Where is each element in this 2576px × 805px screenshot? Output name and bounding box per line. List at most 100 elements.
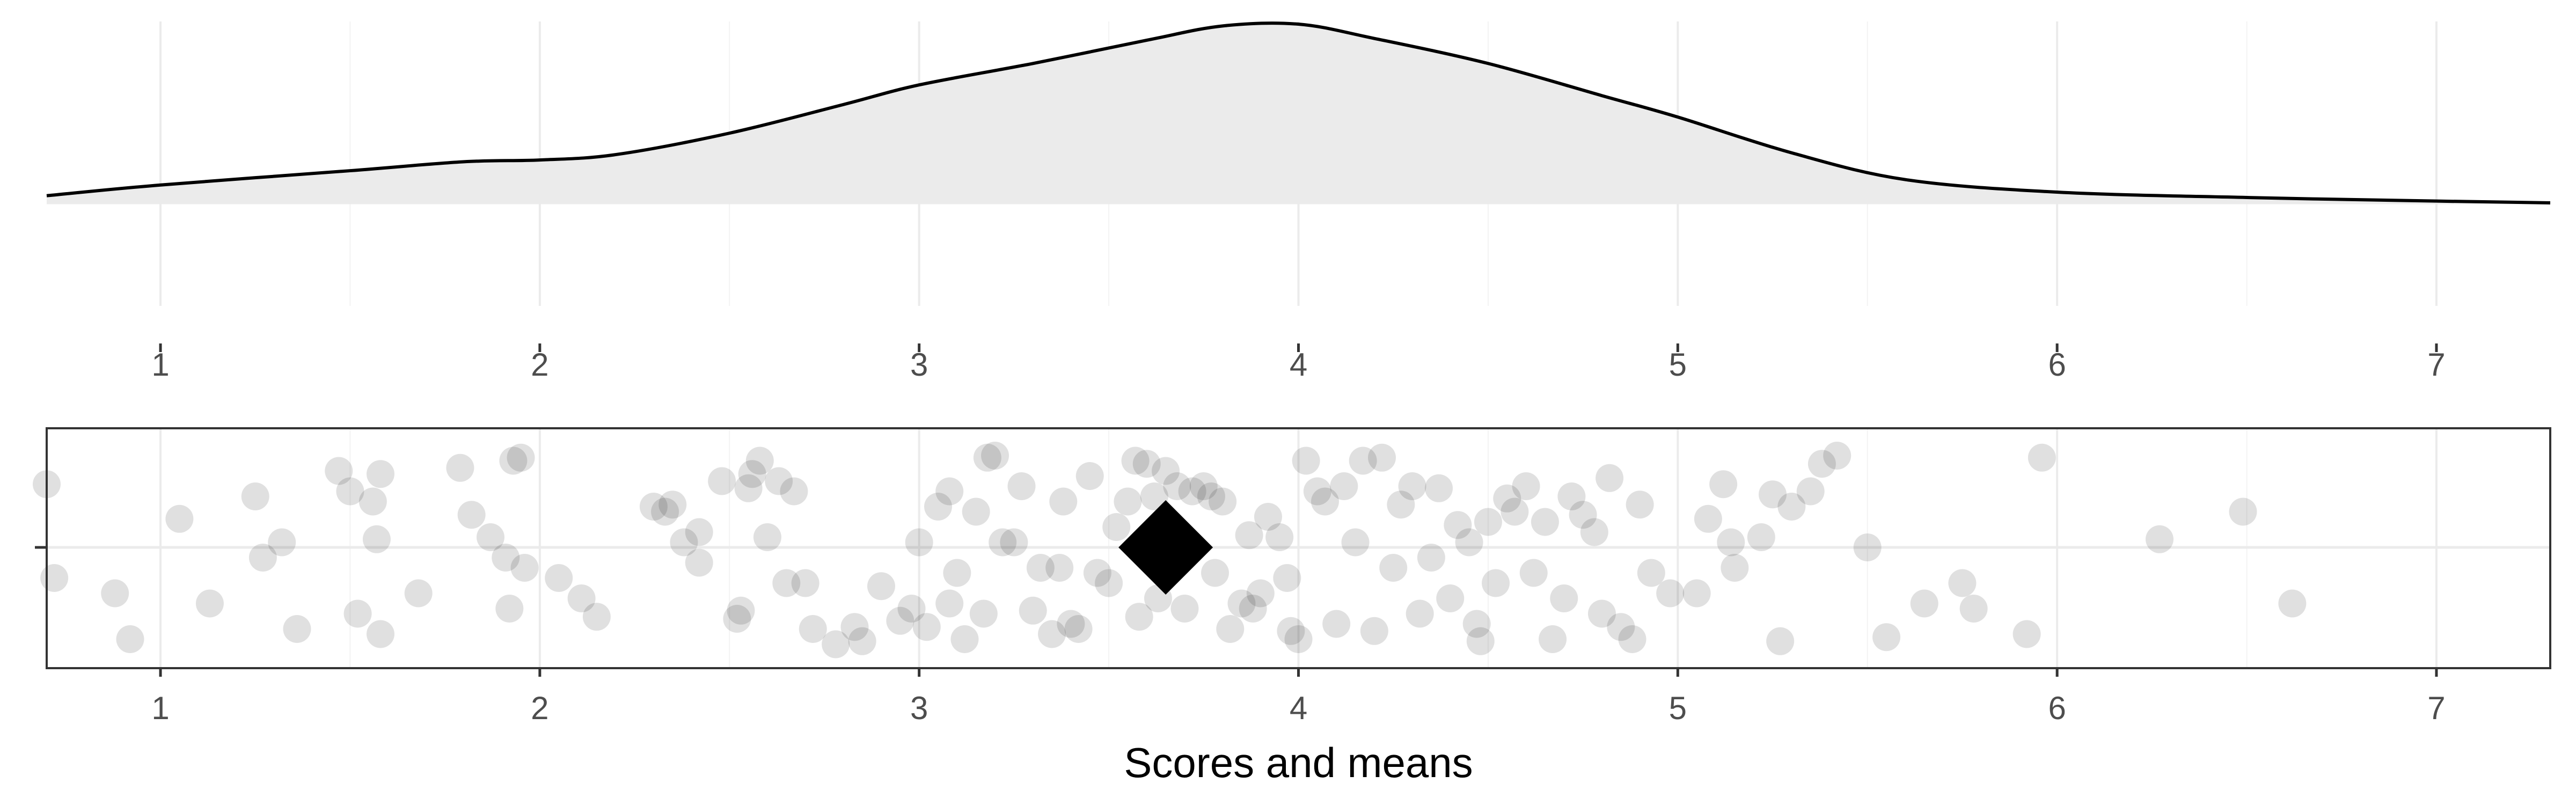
- score-point: [1596, 464, 1624, 492]
- score-point: [1057, 610, 1085, 638]
- score-point: [367, 460, 394, 488]
- score-point: [969, 599, 998, 628]
- density-panel: 1 2 3 4 5 6 7: [46, 21, 2551, 383]
- mean-diamond-marker: [1118, 500, 1213, 595]
- score-point: [1796, 477, 1825, 506]
- score-point: [1766, 627, 1795, 655]
- score-point: [1462, 610, 1491, 638]
- score-point: [1580, 518, 1608, 546]
- score-point: [1959, 595, 1988, 623]
- score-point: [935, 589, 964, 618]
- score-point: [1721, 554, 1749, 582]
- score-point: [1083, 559, 1111, 587]
- score-point: [1273, 564, 1301, 592]
- score-point: [1019, 596, 1047, 625]
- jitter-panel: 1 2 3 4 5 6 7: [33, 427, 2551, 726]
- x-tick-label: 5: [1669, 690, 1687, 726]
- x-tick-label: 2: [531, 690, 548, 726]
- score-point: [1239, 595, 1267, 623]
- score-point: [367, 620, 394, 648]
- x-tick-label: 6: [2048, 347, 2066, 383]
- score-point: [2145, 525, 2174, 553]
- score-point: [567, 584, 596, 612]
- score-point: [973, 443, 1001, 472]
- score-point: [2278, 589, 2307, 618]
- score-point: [283, 615, 311, 643]
- score-point: [1170, 595, 1199, 623]
- score-point: [1872, 623, 1901, 652]
- score-point: [1265, 523, 1294, 551]
- score-point: [685, 548, 713, 577]
- score-point: [1322, 610, 1351, 638]
- score-point: [1311, 487, 1339, 516]
- score-point: [1455, 528, 1483, 557]
- score-point: [1132, 450, 1161, 478]
- score-point: [241, 482, 269, 510]
- score-point: [1607, 613, 1635, 641]
- score-point: [1519, 559, 1548, 587]
- score-point: [1000, 528, 1028, 557]
- score-point: [822, 630, 850, 658]
- score-point: [1140, 482, 1168, 510]
- score-point: [1125, 603, 1153, 631]
- score-point: [1026, 554, 1055, 582]
- score-point: [116, 625, 144, 653]
- score-point: [1038, 620, 1066, 648]
- score-point: [651, 497, 679, 526]
- score-point: [1209, 487, 1237, 516]
- density-curve: [46, 21, 2551, 204]
- score-point: [101, 579, 129, 608]
- score-point: [772, 569, 801, 597]
- jitter-points: [33, 442, 2307, 658]
- score-point: [358, 487, 387, 516]
- score-point: [1277, 617, 1305, 645]
- score-point: [1637, 559, 1665, 587]
- score-point: [1368, 443, 1396, 472]
- score-point: [1341, 528, 1370, 557]
- score-point: [495, 595, 524, 623]
- score-point: [1493, 484, 1521, 513]
- score-point: [1064, 615, 1093, 643]
- score-point: [734, 474, 763, 502]
- score-point: [1387, 491, 1415, 519]
- score-point: [362, 525, 391, 553]
- score-point: [1618, 625, 1646, 653]
- score-point: [2012, 620, 2041, 648]
- score-point: [935, 477, 964, 506]
- score-point: [780, 477, 808, 506]
- score-point: [1216, 615, 1245, 643]
- score-point: [1114, 487, 1142, 516]
- score-point: [1406, 599, 1434, 628]
- score-point: [1709, 470, 1738, 499]
- score-point: [545, 564, 573, 592]
- score-point: [499, 447, 528, 475]
- score-point: [1227, 589, 1256, 618]
- x-tick-label: 2: [531, 347, 548, 383]
- score-point: [1682, 579, 1711, 608]
- score-point: [1163, 472, 1191, 500]
- score-point: [507, 443, 535, 472]
- score-point: [1482, 569, 1510, 597]
- score-point: [1759, 480, 1787, 509]
- score-point: [1747, 523, 1775, 551]
- x-tick-label: 7: [2427, 690, 2445, 726]
- score-point: [1539, 625, 1567, 653]
- score-point: [582, 603, 611, 631]
- score-point: [727, 596, 755, 625]
- score-point: [981, 442, 1009, 470]
- score-point: [658, 491, 687, 519]
- score-point: [492, 544, 520, 572]
- x-tick-label: 4: [1290, 690, 1307, 726]
- score-point: [404, 579, 433, 608]
- score-point: [248, 544, 277, 572]
- score-point: [1330, 472, 1358, 500]
- score-point: [1049, 487, 1078, 516]
- score-point: [1197, 482, 1225, 510]
- score-point: [1466, 627, 1495, 655]
- score-point: [2229, 497, 2257, 526]
- score-point: [1189, 472, 1218, 500]
- score-point: [1102, 513, 1131, 541]
- score-point: [745, 447, 774, 475]
- score-point: [1777, 493, 1806, 521]
